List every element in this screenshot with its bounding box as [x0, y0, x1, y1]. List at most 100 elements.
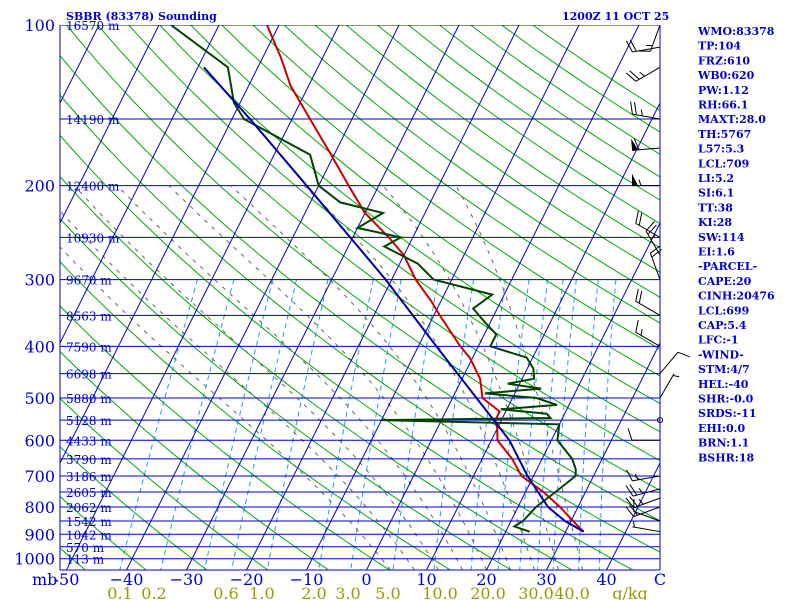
dry-adiabat — [345, 25, 660, 249]
wind-half-feather — [672, 375, 680, 378]
mixing-ratio-label: 0.1 — [107, 584, 132, 600]
wind-feather — [634, 102, 637, 115]
wind-half-feather — [638, 179, 642, 186]
wind-pennant — [631, 138, 639, 151]
dry-adiabat — [283, 25, 660, 298]
wind-feather — [625, 506, 635, 517]
height-label: 14190 m — [66, 113, 120, 127]
height-label: 6698 m — [66, 368, 112, 382]
dry-adiabat — [60, 350, 329, 570]
dry-adiabat — [60, 218, 512, 570]
station-index: WMO:83378 — [697, 25, 775, 38]
temperature-tick-label: −20 — [230, 570, 264, 589]
wind-barb-staff — [649, 24, 661, 52]
dry-adiabat — [190, 25, 660, 377]
wind-barb-staff — [633, 506, 661, 518]
wind-half-feather — [639, 71, 645, 77]
dry-adiabat — [60, 175, 573, 570]
temperature-unit-label: C — [654, 570, 666, 589]
mixing-ratio-label: 2.0 — [301, 584, 326, 600]
wind-barb — [625, 496, 661, 509]
wind-feather — [629, 39, 637, 52]
wind-barb-staff — [659, 351, 679, 374]
station-index: BRN:1.1 — [698, 437, 749, 450]
station-index: SW:114 — [698, 231, 745, 244]
isotherm — [546, 341, 660, 570]
wind-barb-staff — [632, 147, 661, 151]
pressure-tick-label: 100 — [24, 16, 55, 35]
temperature-tick-label: 10 — [416, 570, 436, 589]
wind-feather — [638, 212, 643, 226]
moist-adiabat — [455, 185, 583, 570]
station-index: LCL:709 — [698, 157, 749, 170]
wind-feather — [645, 221, 655, 232]
dry-adiabat — [60, 134, 634, 570]
pressure-tick-label: 300 — [24, 271, 55, 290]
station-index: LFC:-1 — [698, 334, 739, 347]
wind-feather — [633, 138, 640, 151]
mixing-ratio-label: 0.6 — [213, 584, 238, 600]
mixing-ratio-line — [598, 279, 617, 570]
mixing-ratio-line — [318, 279, 374, 570]
wind-barb-staff — [635, 66, 661, 82]
wind-barb-staff — [645, 230, 661, 256]
wind-barb — [635, 319, 661, 347]
height-label: 5128 m — [66, 414, 112, 428]
wind-barb-staff — [632, 113, 661, 120]
wind-feather — [629, 484, 638, 496]
wind-feather — [625, 40, 633, 53]
dry-adiabat — [97, 25, 660, 462]
wind-pennant — [632, 173, 638, 186]
mixing-ratio-line — [497, 279, 530, 570]
station-index: CINH:20476 — [698, 290, 775, 303]
station-index: TT:38 — [698, 201, 733, 214]
mixing-ratio-label: 0.2 — [141, 584, 166, 600]
height-label: 4433 m — [66, 434, 112, 448]
height-label: 570 m — [66, 541, 105, 555]
dry-adiabat — [221, 25, 660, 350]
station-index: LCL:699 — [698, 304, 749, 317]
dry-adiabat — [252, 25, 660, 324]
height-label: 2062 m — [66, 501, 112, 515]
wind-barb-staff — [635, 300, 661, 316]
station-index: FRZ:610 — [698, 54, 750, 67]
mixing-ratio-label: 1.0 — [249, 584, 274, 600]
isotherm — [306, 25, 580, 570]
dewpoint-profile — [170, 25, 577, 533]
mixing-ratio-line — [552, 279, 577, 570]
mixing-ratio-label: 40.0 — [554, 584, 590, 600]
height-label: 3186 m — [66, 470, 112, 484]
wind-barb — [659, 351, 690, 374]
wind-barb-staff — [649, 253, 661, 280]
mixing-ratio-line — [119, 279, 198, 570]
wind-barb — [630, 101, 661, 120]
moist-adiabat — [117, 185, 463, 570]
isotherm — [60, 25, 160, 225]
parcel-path — [203, 66, 585, 533]
isotherm — [426, 101, 660, 570]
chart-profiles — [170, 25, 585, 533]
isotherm — [66, 25, 340, 570]
station-index: LI:5.2 — [698, 172, 734, 185]
pressure-tick-label: 500 — [24, 389, 55, 408]
moist-adiabat — [303, 185, 535, 570]
pressure-tick-label: 400 — [24, 337, 55, 356]
station-index: -PARCEL- — [698, 260, 757, 273]
station-index: TP:104 — [698, 40, 741, 53]
chart-grid — [60, 25, 660, 570]
dry-adiabat — [60, 94, 660, 553]
height-label: 16570 m — [66, 19, 120, 33]
mixing-ratio-label: 30.0 — [518, 584, 554, 600]
moist-adiabat — [60, 246, 391, 570]
wind-feather — [625, 469, 633, 482]
wind-barb-staff — [632, 526, 661, 533]
wind-barb — [659, 373, 680, 399]
mixing-ratio-line — [160, 279, 235, 570]
station-index: RH:66.1 — [698, 99, 748, 112]
isotherm — [606, 461, 660, 570]
wind-half-feather — [640, 109, 643, 116]
moist-adiabat — [73, 185, 439, 570]
mixing-ratio-line — [578, 279, 599, 570]
wind-barb — [625, 484, 661, 497]
